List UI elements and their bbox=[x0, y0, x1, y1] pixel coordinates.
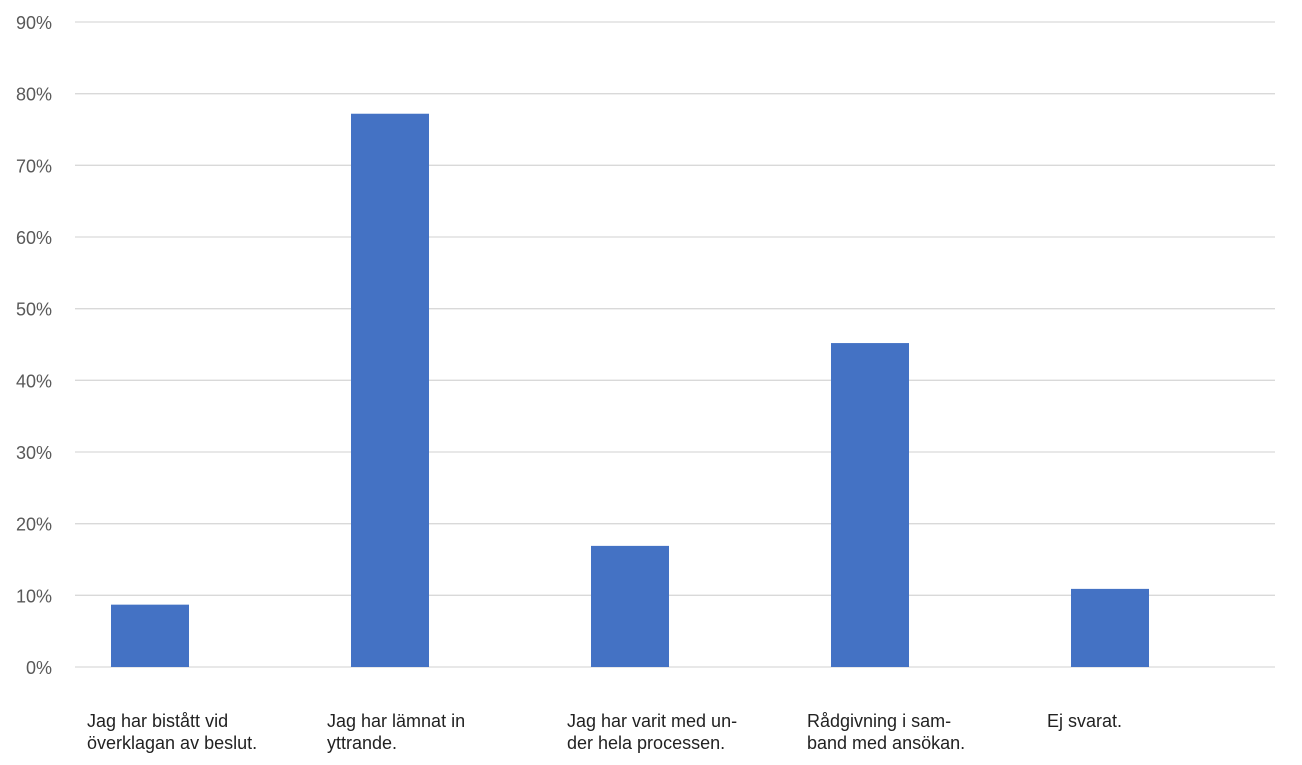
x-tick-label: Jag har bistått vid överklagan av beslut… bbox=[87, 711, 258, 753]
x-tick-label: Jag har lämnat in yttrande. bbox=[327, 711, 466, 753]
y-tick-label: 30% bbox=[16, 443, 52, 463]
y-tick-label: 60% bbox=[16, 228, 52, 248]
bar bbox=[831, 343, 909, 667]
bar bbox=[591, 545, 669, 667]
bar bbox=[1071, 588, 1149, 667]
y-tick-label: 70% bbox=[16, 156, 52, 176]
y-tick-label: 40% bbox=[16, 371, 52, 391]
bar bbox=[111, 604, 189, 667]
y-tick-label: 10% bbox=[16, 586, 52, 606]
y-tick-label: 0% bbox=[26, 658, 52, 678]
y-tick-label: 90% bbox=[16, 13, 52, 33]
x-tick-label: Ej svarat. bbox=[1047, 711, 1123, 731]
bar bbox=[351, 113, 429, 667]
x-tick-label: Jag har varit med un- der hela processen… bbox=[567, 711, 738, 753]
y-tick-label: 50% bbox=[16, 300, 52, 320]
x-tick-label: Rådgivning i sam- band med ansökan. bbox=[807, 711, 966, 753]
y-tick-label: 20% bbox=[16, 515, 52, 535]
y-tick-label: 80% bbox=[16, 85, 52, 105]
